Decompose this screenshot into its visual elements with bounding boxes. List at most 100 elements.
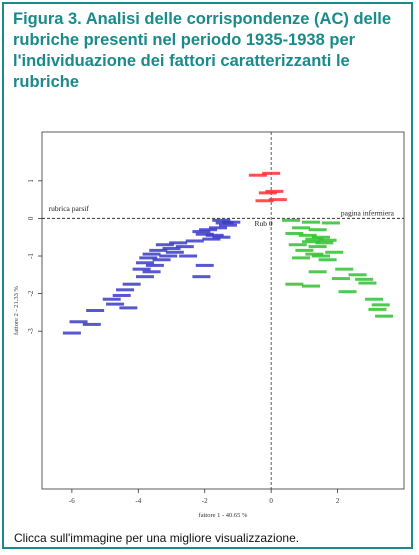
data-point: [185, 239, 204, 243]
data-point: [152, 258, 171, 262]
y-axis-label: fattore 2 - 21.33 %: [13, 285, 20, 335]
data-point: [202, 237, 221, 241]
data-point: [112, 293, 131, 297]
data-point: [331, 277, 350, 281]
data-point: [106, 302, 125, 306]
x-tick-label: 2: [336, 497, 340, 505]
data-point: [285, 231, 304, 235]
data-point: [335, 267, 354, 271]
data-point: [195, 263, 214, 267]
data-point: [86, 309, 105, 312]
x-tick-label: -6: [69, 497, 75, 505]
data-point: [212, 235, 231, 239]
annotation-label: pagina infermiera: [341, 208, 395, 217]
data-point: [192, 230, 211, 234]
data-point: [218, 223, 237, 227]
data-point: [179, 254, 198, 258]
data-point: [302, 240, 321, 244]
chart-image-link[interactable]: -6 -4 -2 0 2 1 0 -1 -2 -3 fattore 1 - 40.65 % fatto…: [12, 124, 409, 527]
data-point: [355, 277, 374, 281]
data-point: [169, 241, 188, 245]
y-tick-label: -3: [27, 328, 35, 334]
data-point: [308, 245, 327, 249]
data-point: [139, 256, 158, 260]
scatter-chart: -6 -4 -2 0 2 1 0 -1 -2 -3 fattore 1 - 40.65 % fatto…: [13, 131, 405, 519]
y-tick-label: 0: [27, 216, 35, 220]
data-point: [358, 281, 377, 285]
data-point: [82, 322, 101, 326]
annotation-label: rubrica parsif: [49, 204, 90, 213]
data-point: [315, 241, 334, 245]
data-point: [265, 189, 284, 193]
figure-title-text: Analisi delle corrispondenze (AC) delle …: [13, 10, 392, 91]
x-axis-label: fattore 1 - 40.65 %: [199, 512, 249, 519]
x-tick-label: -2: [202, 497, 208, 505]
y-tick-label: -1: [27, 253, 35, 259]
x-tick-label: 0: [269, 497, 273, 505]
data-point: [368, 307, 387, 311]
data-point: [292, 256, 311, 260]
data-point: [295, 248, 314, 252]
data-point: [308, 228, 327, 232]
data-point: [116, 288, 135, 292]
data-point: [135, 261, 154, 265]
data-point: [149, 248, 168, 252]
x-tick-label: -4: [135, 497, 141, 505]
data-point: [285, 282, 304, 286]
data-point: [199, 228, 218, 232]
data-point: [162, 246, 181, 250]
data-point: [205, 233, 224, 237]
data-point: [62, 331, 81, 335]
data-point: [305, 252, 324, 256]
data-point: [311, 254, 330, 258]
data-point: [365, 297, 384, 301]
data-point: [321, 221, 340, 225]
data-point: [69, 320, 88, 324]
data-point: [215, 221, 234, 225]
figure-title: Figura 3. Analisi delle corrispondenze (…: [13, 9, 409, 93]
annotation-label: Rub 0: [255, 219, 273, 228]
y-tick-label: -2: [27, 290, 35, 296]
data-point: [102, 297, 121, 301]
data-point: [175, 245, 194, 249]
data-point: [255, 199, 274, 203]
data-point: [371, 303, 390, 307]
data-point: [302, 220, 321, 224]
data-point: [248, 173, 267, 177]
data-point: [318, 238, 337, 242]
figure-title-bold: Figura 3.: [13, 10, 82, 28]
y-tick-label: 1: [27, 179, 35, 183]
data-point: [122, 282, 141, 286]
data-point: [142, 270, 161, 274]
data-point: [268, 198, 287, 202]
data-point: [195, 232, 214, 236]
figure-frame: Figura 3. Analisi delle corrispondenze (…: [2, 2, 413, 549]
data-point: [142, 252, 161, 256]
data-point: [308, 270, 327, 274]
data-point: [292, 226, 311, 230]
data-point: [159, 254, 178, 258]
data-point: [119, 306, 138, 310]
data-point: [192, 275, 211, 279]
data-point: [145, 263, 164, 267]
data-point: [311, 235, 330, 239]
data-point: [155, 243, 174, 247]
data-point: [318, 258, 337, 262]
data-point: [132, 267, 151, 271]
data-point: [258, 191, 277, 195]
data-point: [288, 243, 307, 247]
data-point: [135, 275, 154, 279]
data-point: [302, 284, 321, 288]
data-point: [338, 290, 357, 294]
plot-frame: [41, 131, 405, 490]
data-point: [325, 250, 344, 254]
data-point: [348, 273, 367, 277]
data-point: [305, 237, 324, 241]
data-point: [298, 233, 317, 237]
data-point: [375, 314, 394, 318]
data-point: [165, 250, 184, 254]
data-point: [262, 171, 281, 175]
data-point: [282, 218, 301, 222]
figure-caption: Clicca sull'immagine per una migliore vi…: [14, 531, 300, 545]
data-point: [209, 226, 228, 230]
